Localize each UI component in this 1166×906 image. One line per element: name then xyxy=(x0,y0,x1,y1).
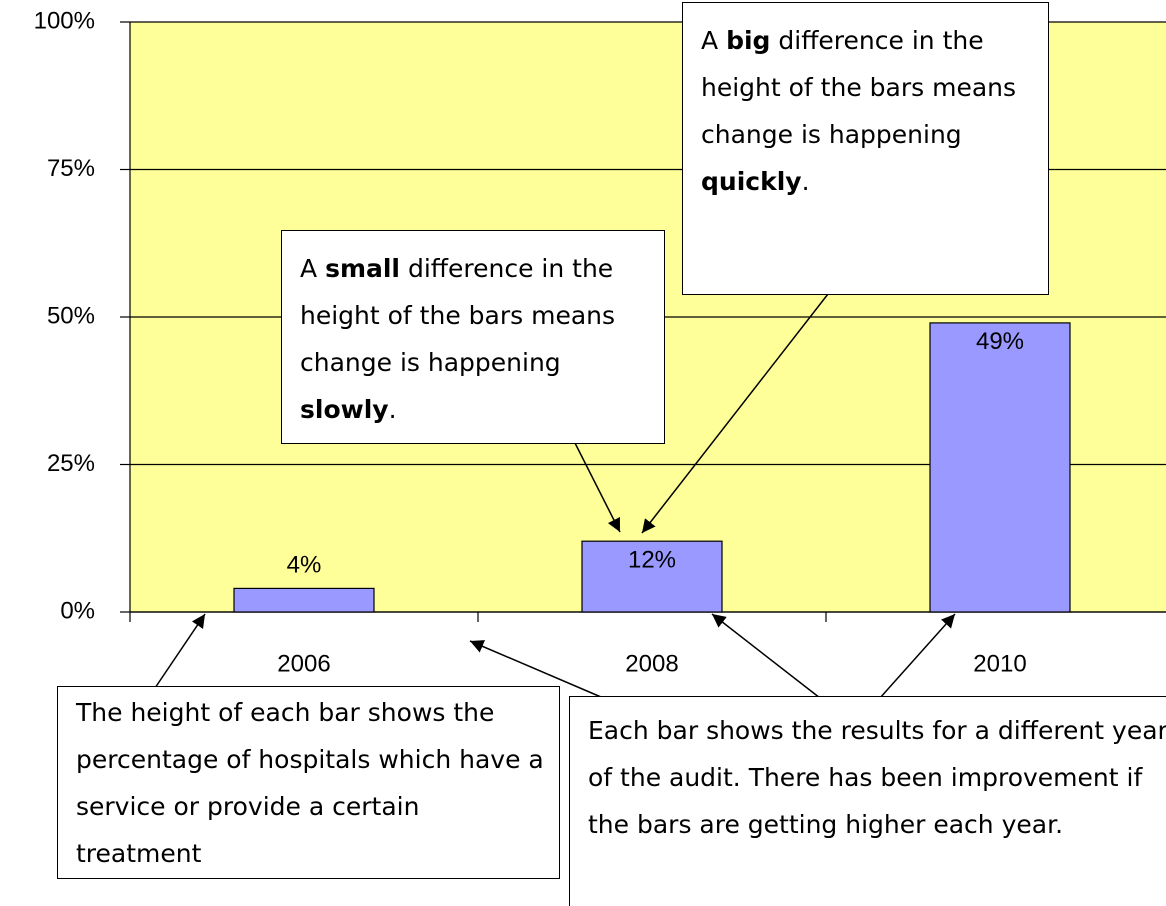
arrow xyxy=(711,613,821,699)
bar xyxy=(581,540,723,613)
y-tick-label: 100% xyxy=(34,7,95,34)
arrow xyxy=(154,613,206,689)
x-tick-label: 2010 xyxy=(973,650,1026,677)
bold-word: quickly xyxy=(701,167,802,196)
y-tick-label: 50% xyxy=(47,302,95,329)
x-tick-label: 2008 xyxy=(625,650,678,677)
y-tick-label: 75% xyxy=(47,155,95,182)
bold-word: big xyxy=(726,26,771,55)
arrow xyxy=(469,640,609,701)
arrow xyxy=(879,613,956,699)
y-tick-label: 25% xyxy=(47,450,95,477)
data-label: 4% xyxy=(287,552,322,579)
bar xyxy=(233,587,375,613)
bold-word: slowly xyxy=(300,395,389,424)
data-label: 12% xyxy=(628,547,676,574)
annotation: A big difference in the height of the ba… xyxy=(682,2,1049,295)
arrows xyxy=(154,293,956,701)
y-tick-label: 0% xyxy=(60,597,95,624)
annotation: The height of each bar shows the percent… xyxy=(57,686,560,879)
arrow xyxy=(641,293,829,534)
data-label: 49% xyxy=(976,328,1024,355)
annotation: A small difference in the height of the … xyxy=(281,230,665,444)
bold-word: small xyxy=(325,254,401,283)
annotation: Each bar shows the results for a differe… xyxy=(569,696,1166,906)
arrow xyxy=(574,442,621,533)
bar xyxy=(929,322,1071,613)
x-tick-label: 2006 xyxy=(277,650,330,677)
